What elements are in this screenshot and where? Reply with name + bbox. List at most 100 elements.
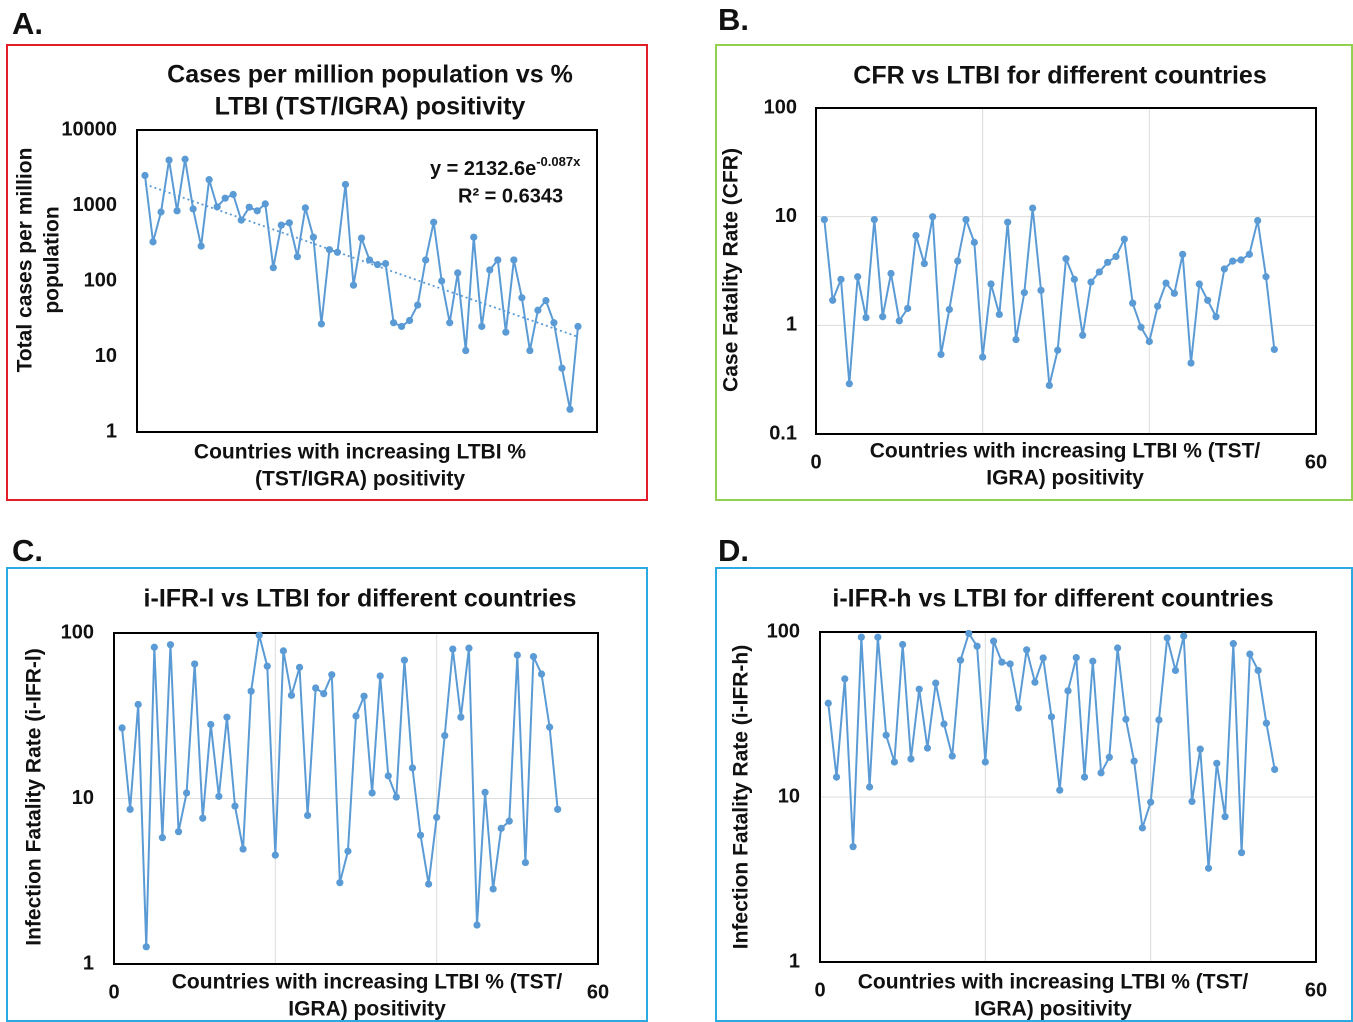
data-point — [1187, 359, 1195, 367]
data-point — [1072, 653, 1080, 662]
data-point — [360, 692, 368, 700]
chart-title: i-IFR-l vs LTBI for different countries — [144, 585, 577, 613]
data-point — [478, 322, 486, 331]
data-point — [965, 629, 973, 638]
data-point — [481, 788, 489, 796]
data-point — [923, 744, 932, 752]
data-point — [497, 824, 505, 832]
data-point — [368, 789, 376, 797]
data-point — [1147, 798, 1155, 806]
panel: A. Cases per million population vs % LTBI … — [6, 6, 648, 501]
data-point — [494, 256, 502, 264]
data-point — [263, 662, 271, 670]
y-tick-label: 10 — [72, 787, 94, 809]
data-point — [1120, 235, 1128, 243]
y-tick-label: 1000 — [73, 194, 118, 216]
data-point — [141, 171, 149, 180]
data-point — [1155, 716, 1163, 724]
data-point — [1212, 313, 1220, 321]
data-point — [1031, 678, 1039, 686]
x-axis-label: (TST/IGRA) positivity — [255, 468, 465, 491]
data-point — [336, 879, 344, 887]
data-point — [287, 691, 296, 699]
data-point — [1006, 660, 1014, 668]
data-point — [317, 320, 326, 328]
data-point — [1130, 757, 1138, 765]
data-point — [400, 656, 408, 664]
data-point — [255, 631, 263, 639]
data-point — [173, 207, 181, 215]
data-point — [349, 281, 358, 289]
data-point — [285, 219, 293, 227]
data-point — [422, 256, 430, 264]
data-point — [486, 266, 494, 274]
data-point — [489, 885, 497, 893]
data-point — [1097, 769, 1105, 777]
data-point — [231, 802, 239, 810]
data-point — [126, 805, 134, 813]
data-point — [513, 651, 521, 659]
data-point — [237, 216, 245, 224]
y-tick-label: 10 — [778, 785, 800, 807]
data-point — [537, 670, 546, 678]
data-point — [912, 231, 920, 240]
data-point — [430, 218, 438, 226]
y-axis-label: Infection Fatality Rate (i-IFR-h) — [730, 645, 753, 950]
data-point — [857, 633, 865, 641]
data-point — [1254, 666, 1262, 675]
data-point — [150, 643, 158, 651]
data-point — [389, 319, 398, 327]
data-point — [1188, 797, 1196, 806]
data-point — [269, 264, 277, 272]
data-point — [887, 269, 895, 278]
data-point — [1137, 323, 1145, 331]
data-point — [1129, 299, 1137, 307]
data-point — [408, 764, 417, 772]
data-point — [166, 641, 175, 649]
data-point — [973, 642, 981, 650]
data-point — [223, 713, 231, 721]
data-point — [1039, 654, 1047, 662]
data-line — [823, 207, 1276, 386]
y-tick-label: 100 — [61, 621, 94, 643]
data-point — [312, 684, 320, 692]
data-point — [1221, 813, 1229, 821]
data-point — [550, 319, 558, 327]
data-point — [882, 731, 890, 739]
data-point — [990, 637, 998, 645]
panel-border — [715, 567, 1353, 1022]
data-point — [1171, 666, 1180, 675]
data-point — [849, 843, 857, 851]
data-point — [1062, 255, 1070, 263]
data-point — [309, 233, 317, 241]
data-point — [1238, 849, 1246, 857]
data-point — [904, 304, 912, 313]
data-point — [1079, 331, 1087, 339]
x-axis-label: Countries with increasing LTBI % (TST/ — [172, 971, 563, 994]
data-point — [1163, 634, 1171, 642]
data-point — [183, 789, 191, 797]
data-point — [142, 943, 150, 951]
data-point — [1213, 759, 1221, 767]
x-axis-label: Countries with increasing LTBI % — [194, 441, 526, 464]
data-point — [441, 731, 449, 740]
chart-title: Cases per million population vs % — [167, 61, 573, 89]
data-point — [446, 319, 454, 327]
data-point — [534, 306, 542, 314]
data-point — [1047, 713, 1056, 721]
data-point — [1220, 265, 1228, 273]
panel-border — [6, 44, 648, 501]
data-point — [510, 256, 518, 264]
y-tick-label: 0.1 — [769, 422, 797, 444]
data-point — [473, 921, 481, 929]
data-point — [384, 772, 392, 780]
data-point — [841, 675, 849, 683]
data-point — [454, 269, 462, 277]
data-point — [854, 273, 862, 281]
plot-area — [136, 129, 598, 433]
data-point — [293, 253, 301, 261]
data-point — [874, 633, 882, 641]
y-tick-label: 10 — [775, 205, 797, 227]
panel: D. i-IFR-h vs LTBI for different countrie… — [715, 533, 1353, 1022]
equation-exponent: -0.087x — [536, 154, 581, 169]
